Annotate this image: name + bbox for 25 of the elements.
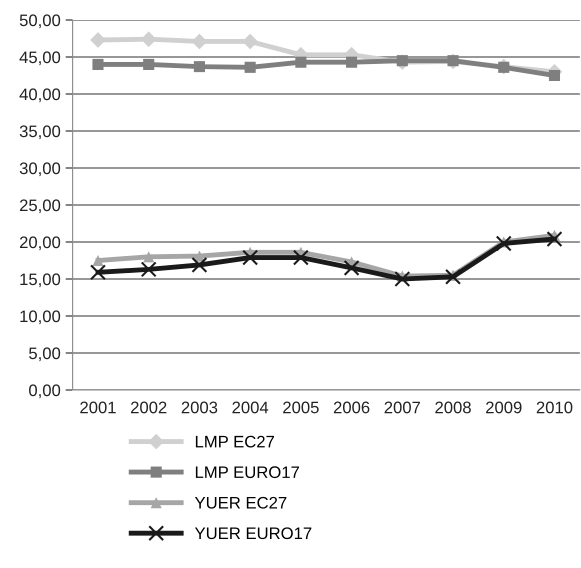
legend-label: LMP EC27 [196,436,274,448]
legend-label: YUER EC27 [194,496,286,509]
y-tick-label: 40,00 [20,88,60,102]
legend-label: LMP EURO17 [196,466,299,478]
y-tick-label: 20,00 [20,236,60,250]
x-tick-label: 2009 [486,402,522,414]
x-tick-label: 2003 [182,402,218,414]
y-tick-label: 45,00 [20,51,60,66]
x-tick-label: 2002 [131,402,166,414]
x-tick-label: 2004 [232,402,268,414]
x-tick-label: 2007 [384,402,420,414]
y-tick-label: 35,00 [20,125,60,140]
y-tick-label: 10,00 [20,310,60,324]
legend-label: YUER EURO17 [194,527,312,540]
x-tick-label: 2006 [334,402,370,414]
x-tick-label: 2001 [80,402,116,414]
y-tick-label: 5,00 [29,347,60,362]
y-tick-label: 30,00 [20,162,60,176]
y-tick-label: 50,00 [20,14,60,28]
y-tick-label: 0,00 [29,384,60,398]
y-tick-label: 25,00 [20,199,60,214]
x-tick-label: 2008 [435,402,471,414]
x-tick-label: 2005 [283,402,319,414]
y-tick-label: 15,00 [20,273,60,288]
x-tick-label: 2010 [536,402,572,414]
